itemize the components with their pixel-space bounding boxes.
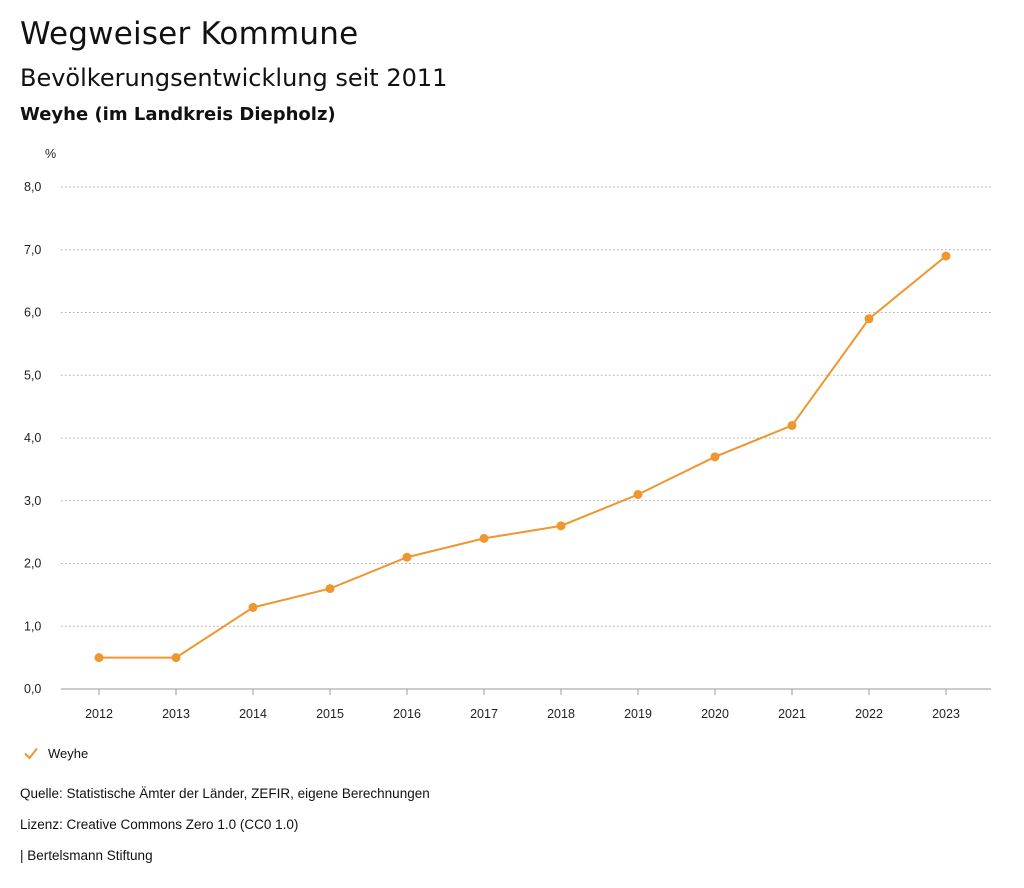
y-tick-label: 1,0	[24, 619, 41, 633]
y-tick-label: 8,0	[24, 180, 41, 194]
data-point[interactable]	[402, 552, 412, 562]
region-label: Weyhe (im Landkreis Diepholz)	[20, 104, 336, 125]
y-tick-label: 5,0	[24, 368, 41, 382]
y-axis-ticks: 0,0 1,0 2,0 3,0 4,0 5,0 6,0 7,0 8,0	[24, 180, 41, 696]
page-title: Wegweiser Kommune	[20, 16, 359, 52]
x-tick-label: 2018	[547, 707, 575, 721]
publisher-note: | Bertelsmann Stiftung	[20, 848, 153, 863]
x-tick-label: 2014	[239, 707, 267, 721]
gridlines	[61, 186, 991, 690]
data-point[interactable]	[248, 602, 258, 612]
y-tick-label: 0,0	[24, 682, 41, 696]
y-tick-label: 4,0	[24, 431, 41, 445]
data-point[interactable]	[710, 452, 720, 462]
legend-label-weyhe: Weyhe	[48, 745, 89, 761]
data-point[interactable]	[479, 533, 489, 543]
check-icon	[24, 747, 38, 760]
x-tick-label: 2023	[932, 707, 960, 721]
x-tick-label: 2020	[701, 707, 729, 721]
license-note: Lizenz: Creative Commons Zero 1.0 (CC0 1…	[20, 817, 299, 832]
data-point[interactable]	[864, 314, 874, 324]
x-tick-label: 2015	[316, 707, 344, 721]
data-point[interactable]	[325, 584, 335, 594]
x-tick-label: 2017	[470, 707, 498, 721]
y-tick-label: 6,0	[24, 306, 41, 320]
y-tick-label: 7,0	[24, 243, 41, 257]
y-axis-unit-label: %	[45, 147, 56, 161]
x-tick-label: 2019	[624, 707, 652, 721]
y-tick-label: 2,0	[24, 557, 41, 571]
x-tick-label: 2013	[162, 707, 190, 721]
data-point[interactable]	[941, 251, 951, 261]
data-point[interactable]	[787, 420, 797, 430]
line-chart: % 0,01,02,03,04,05,06,07,08,0 2012 2013 20…	[24, 147, 991, 721]
legend[interactable]: Weyhe	[22, 744, 88, 762]
series-line	[99, 255, 947, 659]
x-tick-label: 2016	[393, 707, 421, 721]
data-point[interactable]	[556, 521, 566, 531]
series-weyhe	[94, 251, 951, 663]
source-note: Quelle: Statistische Ämter der Länder, Z…	[20, 786, 430, 801]
data-point[interactable]	[171, 653, 181, 663]
data-point[interactable]	[94, 653, 104, 663]
x-axis-ticks: 2012 2013 2014 2015 2016 2017 2018 2019 2020 2021…	[85, 689, 960, 721]
data-point[interactable]	[633, 489, 643, 499]
x-tick-label: 2012	[85, 707, 113, 721]
x-tick-label: 2022	[855, 707, 883, 721]
y-tick-label: 3,0	[24, 494, 41, 508]
chart-subtitle: Bevölkerungsentwicklung seit 2011	[20, 64, 448, 92]
x-tick-label: 2021	[778, 707, 806, 721]
